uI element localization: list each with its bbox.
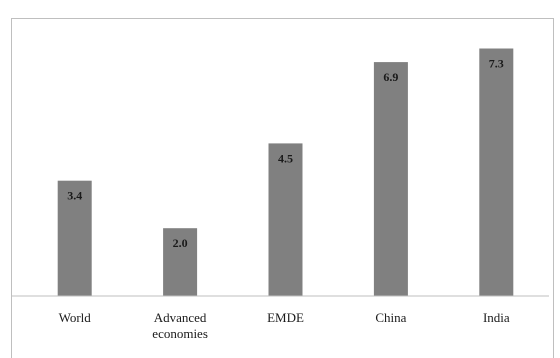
bar-chart: 3.4 2.0 4.5 6.9 7.3 World Advanced economies EM…	[12, 48, 549, 341]
bar-world	[57, 180, 92, 296]
x-tick-label: World	[59, 310, 92, 325]
value-label: 4.5	[278, 151, 293, 165]
value-label: 3.4	[67, 189, 82, 203]
bar-india	[479, 48, 514, 296]
x-tick-label: Advanced economies	[152, 310, 208, 341]
x-tick-label: EMDE	[267, 310, 304, 325]
chart-frame	[11, 18, 554, 358]
tick-labels-group: World Advanced economies EMDE China India	[59, 310, 510, 341]
bar-advanced-economies	[163, 228, 198, 296]
bars-group	[57, 48, 514, 296]
value-label: 7.3	[489, 57, 504, 71]
x-tick-label: India	[483, 310, 510, 325]
bar-emde	[268, 143, 303, 296]
value-label: 2.0	[173, 236, 188, 250]
x-tick-label: China	[375, 310, 406, 325]
bar-china	[373, 62, 408, 296]
value-label: 6.9	[383, 70, 398, 84]
value-labels-group: 3.4 2.0 4.5 6.9 7.3	[67, 57, 504, 251]
